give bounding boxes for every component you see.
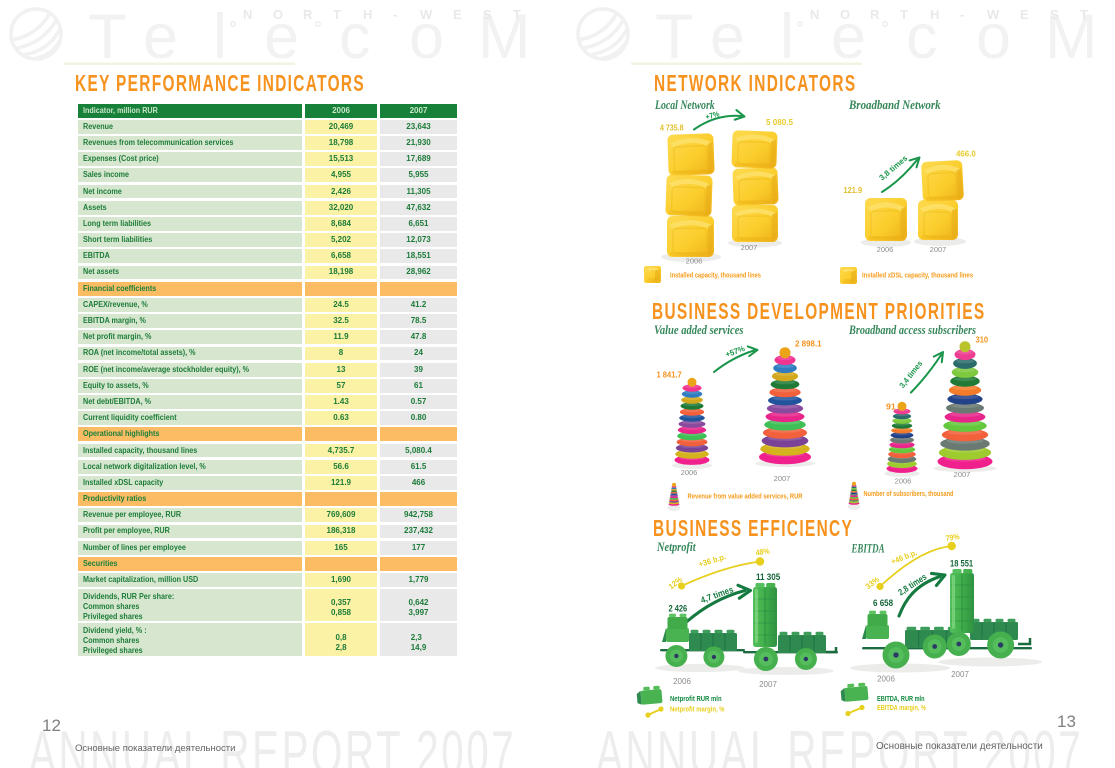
svg-text:H: H [363,7,372,22]
svg-text:Number of subscribers, thousan: Number of subscribers, thousand [864,489,954,498]
svg-text:2006: 2006 [681,468,698,477]
svg-text:Netprofit margin, %: Netprofit margin, % [670,705,725,714]
svg-text:EBITDA margin, %: EBITDA margin, % [877,703,926,712]
svg-text:2007: 2007 [774,474,791,483]
svg-text:2007: 2007 [954,470,971,479]
svg-text:2 426: 2 426 [669,604,688,614]
svg-text:o: o [409,2,444,70]
svg-text:M: M [1045,2,1097,70]
svg-text:Netprofit: Netprofit [656,539,696,554]
svg-text:+46 b.p.: +46 b.p. [890,548,918,566]
svg-text:T: T [900,7,908,22]
svg-text:1 841.7: 1 841.7 [657,370,682,380]
svg-text:Local Network: Local Network [654,97,715,112]
svg-text:e: e [831,2,866,70]
svg-text:2007: 2007 [951,670,969,679]
svg-text:-: - [960,7,964,22]
svg-text:T: T [513,7,521,22]
svg-text:S: S [1050,7,1059,22]
svg-text:l: l [780,2,794,70]
svg-text:E: E [453,7,462,22]
svg-text:e: e [264,2,299,70]
svg-text:121.9: 121.9 [844,185,863,195]
svg-text:Installed capacity, thousand l: Installed capacity, thousand lines [670,271,761,280]
svg-text:EBITDA, RUR mln: EBITDA, RUR mln [877,694,925,703]
svg-text:T: T [1080,7,1088,22]
svg-text:Revenue from value added servi: Revenue from value added services, RUR [688,492,803,501]
svg-text:T: T [88,2,126,70]
svg-text:l: l [213,2,227,70]
svg-text:H: H [930,7,939,22]
svg-text:+36 b.p.: +36 b.p. [698,552,727,569]
svg-text:6 658: 6 658 [873,598,893,608]
svg-text:4 735.8: 4 735.8 [660,123,684,133]
svg-text:O: O [273,7,283,22]
svg-text:E: E [1020,7,1029,22]
svg-text:Broadband Network: Broadband Network [848,97,941,112]
svg-text:+7%: +7% [705,110,721,122]
svg-text:e: e [710,2,745,70]
svg-text:5 080.5: 5 080.5 [766,117,793,127]
svg-text:+57%: +57% [724,344,746,359]
svg-text:S: S [483,7,492,22]
svg-text:2006: 2006 [877,245,894,254]
svg-text:3,8 times: 3,8 times [877,153,909,182]
svg-text:M: M [478,2,530,70]
svg-text:11 305: 11 305 [756,572,780,582]
svg-text:c: c [906,2,938,70]
svg-text:Installed xDSL capacity, thous: Installed xDSL capacity, thousand lines [862,271,973,280]
svg-text:310: 310 [976,335,989,345]
svg-text:Broadband access subscribers: Broadband access subscribers [848,322,976,337]
svg-text:N: N [810,7,819,22]
svg-text:EBITDA: EBITDA [851,541,885,556]
svg-text:2006: 2006 [877,675,895,684]
svg-text:T: T [655,2,693,70]
svg-text:2006: 2006 [895,477,912,486]
svg-text:R: R [303,7,313,22]
svg-text:T: T [333,7,341,22]
svg-text:2007: 2007 [741,243,758,252]
svg-text:W: W [420,7,433,22]
svg-text:466.0: 466.0 [956,149,976,159]
svg-text:e: e [143,2,178,70]
svg-text:N: N [243,7,252,22]
svg-text:18 551: 18 551 [950,559,973,569]
svg-text:c: c [339,2,371,70]
svg-text:-: - [393,7,397,22]
svg-text:3,4 times: 3,4 times [898,359,925,390]
svg-text:2006: 2006 [686,257,703,266]
svg-text:79%: 79% [945,532,960,543]
svg-text:o: o [976,2,1011,70]
svg-text:2 898.1: 2 898.1 [795,339,822,349]
svg-text:48%: 48% [755,547,770,558]
svg-text:91: 91 [886,402,896,412]
svg-text:O: O [840,7,850,22]
svg-text:W: W [987,7,1000,22]
svg-text:2007: 2007 [759,680,777,689]
svg-text:R: R [870,7,880,22]
svg-text:Netprofit RUR mln: Netprofit RUR mln [670,694,722,703]
svg-text:2006: 2006 [673,677,691,686]
svg-text:2007: 2007 [930,245,947,254]
svg-text:Value added services: Value added services [654,322,744,337]
